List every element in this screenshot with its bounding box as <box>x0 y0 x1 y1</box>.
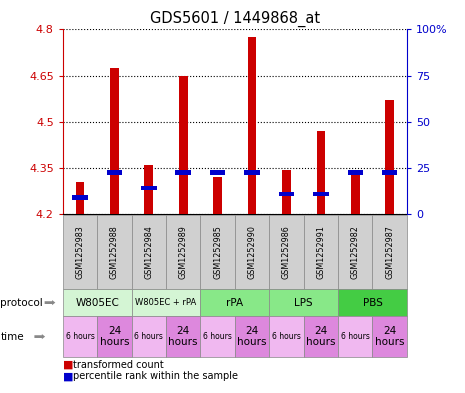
Bar <box>213 177 222 214</box>
Text: GSM1252982: GSM1252982 <box>351 225 360 279</box>
Text: W805EC: W805EC <box>75 298 119 308</box>
Text: 24
hours: 24 hours <box>306 326 336 347</box>
Bar <box>382 170 398 175</box>
Text: 6 hours: 6 hours <box>341 332 370 341</box>
Text: LPS: LPS <box>294 298 313 308</box>
Text: transformed count: transformed count <box>73 360 164 370</box>
Text: GSM1252985: GSM1252985 <box>213 225 222 279</box>
Text: 6 hours: 6 hours <box>66 332 94 341</box>
Bar <box>175 170 191 175</box>
Bar <box>248 37 256 214</box>
Text: GSM1252991: GSM1252991 <box>316 225 326 279</box>
Text: 6 hours: 6 hours <box>134 332 163 341</box>
Text: ■: ■ <box>63 360 73 370</box>
Text: GSM1252984: GSM1252984 <box>144 225 153 279</box>
Text: time: time <box>0 332 24 342</box>
Bar <box>179 75 187 214</box>
Text: GSM1252987: GSM1252987 <box>385 225 394 279</box>
Text: 6 hours: 6 hours <box>272 332 301 341</box>
Text: GSM1252989: GSM1252989 <box>179 225 188 279</box>
Text: PBS: PBS <box>363 298 382 308</box>
Text: GSM1252983: GSM1252983 <box>75 225 85 279</box>
Bar <box>141 186 157 190</box>
Title: GDS5601 / 1449868_at: GDS5601 / 1449868_at <box>150 11 320 27</box>
Text: rPA: rPA <box>226 298 243 308</box>
Bar <box>72 195 88 200</box>
Bar <box>76 182 84 214</box>
Text: 6 hours: 6 hours <box>203 332 232 341</box>
Text: 24
hours: 24 hours <box>375 326 405 347</box>
Bar <box>351 174 359 214</box>
Text: percentile rank within the sample: percentile rank within the sample <box>73 371 239 382</box>
Text: GSM1252986: GSM1252986 <box>282 225 291 279</box>
Bar <box>106 170 122 175</box>
Text: GSM1252988: GSM1252988 <box>110 225 119 279</box>
Text: ■: ■ <box>63 371 73 382</box>
Text: W805EC + rPA: W805EC + rPA <box>135 298 197 307</box>
Text: protocol: protocol <box>0 298 43 308</box>
Bar <box>347 170 363 175</box>
Bar <box>317 131 325 214</box>
Text: GSM1252990: GSM1252990 <box>247 225 257 279</box>
Bar <box>279 192 294 196</box>
Bar <box>145 165 153 214</box>
Bar <box>210 170 226 175</box>
Bar <box>110 68 119 214</box>
Bar <box>313 192 329 196</box>
Bar <box>244 170 260 175</box>
Text: 24
hours: 24 hours <box>100 326 129 347</box>
Bar <box>282 169 291 214</box>
Text: 24
hours: 24 hours <box>237 326 267 347</box>
Text: 24
hours: 24 hours <box>168 326 198 347</box>
Bar <box>385 100 394 214</box>
